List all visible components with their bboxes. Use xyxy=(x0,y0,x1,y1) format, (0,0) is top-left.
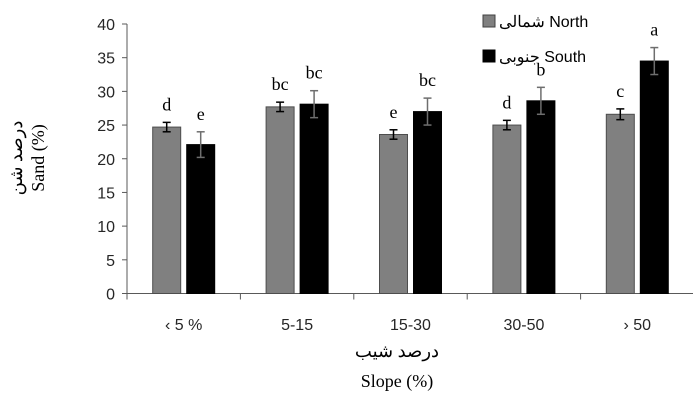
x-tick-label: 5-15 xyxy=(281,317,313,334)
significance-letter: a xyxy=(650,20,658,40)
bar-south xyxy=(186,144,216,294)
bar-south xyxy=(526,100,556,295)
significance-letter: bc xyxy=(419,70,436,90)
y-tick-label: 0 xyxy=(106,287,115,304)
bar-north xyxy=(265,106,295,294)
x-tick-label: 15-30 xyxy=(390,317,431,334)
x-tick-label: ‹ 5 % xyxy=(165,317,202,334)
bar-north xyxy=(379,133,408,294)
x-axis-title-fa: درصد شیب xyxy=(355,341,439,362)
y-axis-title-fa: درصد شن xyxy=(6,121,27,196)
significance-letter: d xyxy=(502,92,511,112)
y-tick-label: 35 xyxy=(97,51,115,68)
bar-south xyxy=(299,103,329,294)
x-tick-label: 30-50 xyxy=(503,317,544,334)
y-tick-label: 20 xyxy=(97,152,115,169)
x-tick-label: › 50 xyxy=(624,317,652,334)
y-tick-label: 15 xyxy=(97,185,115,202)
y-axis: 0 5 10 15 20 25 30 35 40 xyxy=(97,17,128,304)
x-axis: ‹ 5 % 5-15 15-30 30-50 › 50 xyxy=(122,293,693,334)
legend-swatch-south xyxy=(482,49,496,63)
y-tick-label: 10 xyxy=(97,219,115,236)
y-tick-label: 30 xyxy=(97,84,115,101)
significance-letter: e xyxy=(390,102,398,122)
legend-label-north: شمالی North xyxy=(499,14,588,31)
significance-letter: e xyxy=(197,104,205,124)
bar-north xyxy=(152,126,182,294)
y-tick-label: 40 xyxy=(97,17,115,34)
bar-south xyxy=(639,60,669,295)
bar-north xyxy=(605,113,635,294)
axis-titles: درصد شن Sand (%) درصد شیب Slope (%) xyxy=(6,121,439,392)
significance-letter: bc xyxy=(306,63,323,83)
legend: شمالی North جنوبی South xyxy=(482,14,588,66)
significance-letter: b xyxy=(536,59,545,79)
significance-letter: bc xyxy=(272,74,289,94)
significance-letter: d xyxy=(162,94,171,114)
y-tick-label: 25 xyxy=(97,118,115,135)
y-tick-label: 5 xyxy=(106,253,115,270)
legend-label-south: جنوبی South xyxy=(499,49,586,66)
bar-north xyxy=(492,124,522,294)
significance-letter: c xyxy=(616,81,624,101)
y-axis-title: Sand (%) xyxy=(28,124,49,191)
legend-swatch-north xyxy=(482,14,496,28)
bar-south xyxy=(413,111,442,295)
x-axis-title: Slope (%) xyxy=(361,371,433,392)
